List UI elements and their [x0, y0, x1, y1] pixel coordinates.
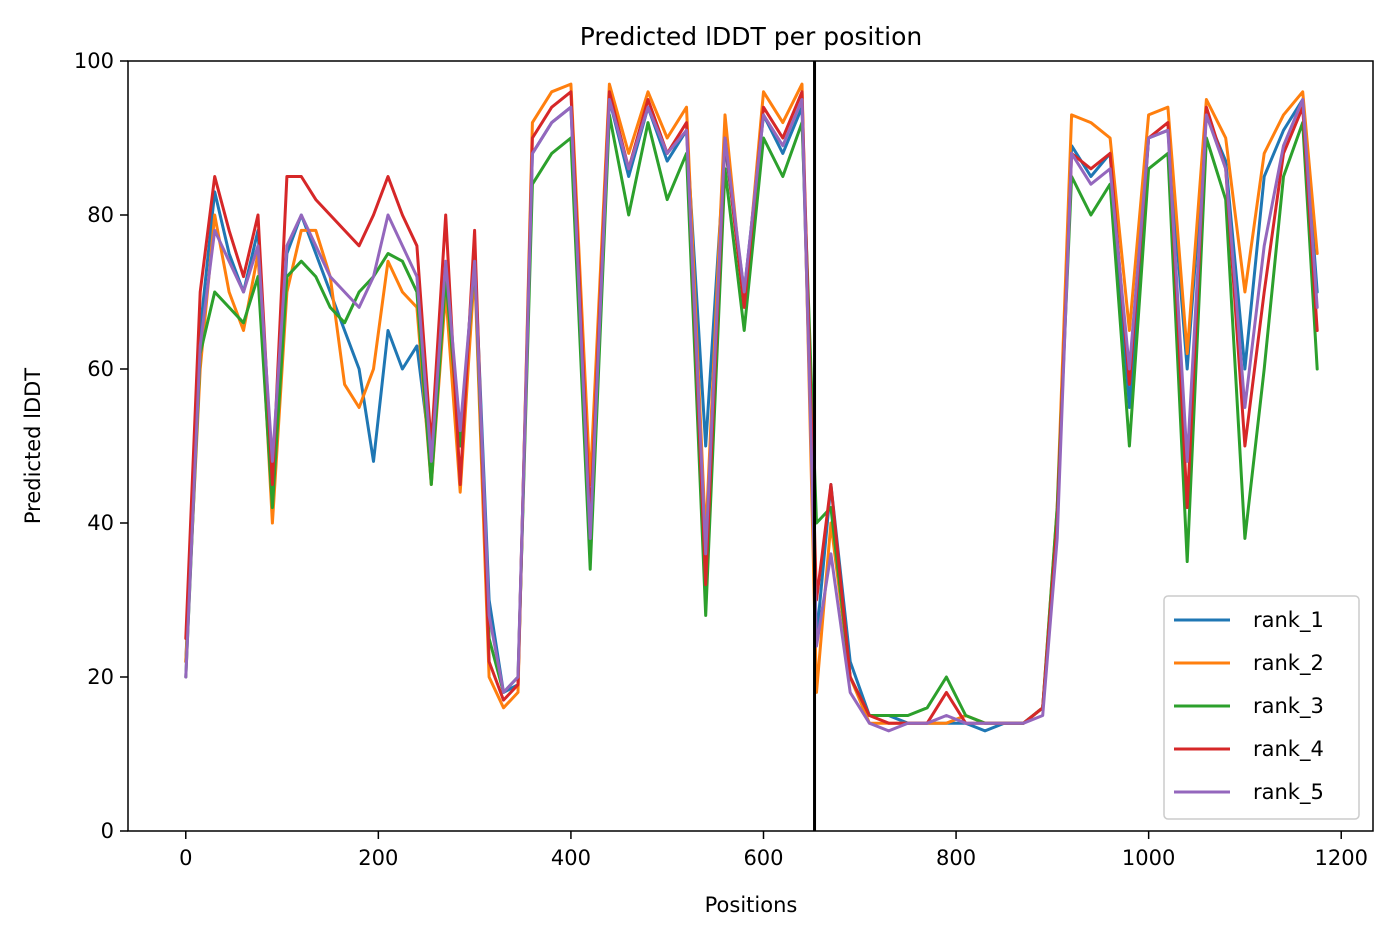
series-line-rank_5 [184, 98, 1319, 733]
y-axis: 0 20 40 60 80 100 [74, 49, 128, 843]
y-tick-label: 60 [87, 357, 114, 381]
y-tick-label: 80 [87, 203, 114, 227]
x-axis: 0 200 400 600 800 1000 1200 [179, 831, 1368, 870]
legend: rank_1 rank_2 rank_3 rank_4 rank_5 [1163, 595, 1360, 820]
x-tick-label: 600 [743, 846, 783, 870]
y-tick-label: 100 [74, 49, 114, 73]
chart-title: Predicted lDDT per position [580, 22, 922, 51]
legend-label-rank_2: rank_2 [1253, 651, 1324, 676]
x-tick-label: 200 [358, 846, 398, 870]
series-line-rank_3 [184, 113, 1319, 725]
series-line-rank_4 [184, 90, 1319, 725]
plot-frame [127, 60, 1374, 832]
x-axis-title: Positions [705, 893, 798, 917]
legend-box [1163, 595, 1360, 820]
x-tick-label: 0 [179, 846, 192, 870]
y-tick-label: 40 [87, 511, 114, 535]
series-layer [184, 82, 1319, 733]
x-tick-label: 1200 [1314, 846, 1367, 870]
x-tick-label: 1000 [1122, 846, 1175, 870]
legend-label-rank_3: rank_3 [1253, 694, 1324, 719]
y-axis-title: Predicted lDDT [21, 368, 45, 524]
x-tick-label: 400 [551, 846, 591, 870]
y-tick-label: 20 [87, 665, 114, 689]
legend-label-rank_4: rank_4 [1253, 737, 1324, 762]
y-tick-label: 0 [101, 819, 114, 843]
x-tick-label: 800 [936, 846, 976, 870]
legend-label-rank_1: rank_1 [1253, 608, 1324, 633]
legend-label-rank_5: rank_5 [1253, 780, 1324, 805]
